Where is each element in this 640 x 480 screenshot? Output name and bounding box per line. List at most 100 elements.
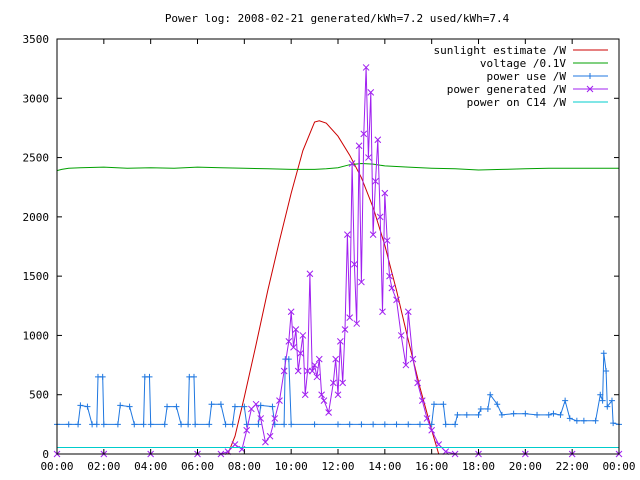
x-tick-label: 08:00 [228,460,261,473]
data-point [231,403,238,410]
data-point [262,438,269,446]
data-point [435,441,443,448]
data-point [308,367,316,375]
data-point [557,411,564,418]
data-point [393,296,400,304]
data-point [487,391,494,398]
data-point [358,421,365,428]
series-power-generated-w [53,64,623,458]
data-point [534,411,541,418]
data-point [334,391,342,399]
data-point [603,368,610,374]
data-point [269,403,276,410]
data-point [404,308,412,316]
data-point [355,142,363,150]
data-point [131,421,138,428]
data-point [339,379,347,387]
data-point [510,410,517,417]
data-point [206,421,213,428]
data-point [498,411,505,418]
legend-marker [587,73,593,79]
x-tick-label: 02:00 [87,460,120,473]
data-point [190,373,197,380]
data-point [353,320,361,327]
data-point [266,432,274,440]
data-point [114,421,121,428]
data-point [329,379,337,387]
data-point [376,213,384,221]
data-point [370,421,377,428]
data-point [358,278,365,286]
data-point [610,420,617,427]
data-point [257,402,264,409]
data-point [311,421,318,428]
data-point [126,403,133,410]
data-point [320,397,328,404]
data-point [365,154,372,161]
data-point [301,391,309,399]
data-point [463,411,470,418]
data-point [281,421,288,428]
data-point [562,397,569,404]
data-point [440,401,447,408]
series-power-use-w [54,350,622,428]
data-point [494,401,501,408]
data-point [243,426,251,434]
data-point [257,415,265,422]
x-tick-label: 16:00 [415,460,448,473]
data-point [173,403,180,410]
data-point [243,421,250,428]
data-point [522,410,529,417]
axis-layer: 00:00 02:00 04:00 06:00 08:00 10:00 12:00 14:00… [23,33,636,473]
data-point [280,367,288,375]
data-point [178,421,185,428]
data-point [600,350,607,357]
data-point [405,421,412,428]
y-tick-label: 0 [42,448,49,461]
x-tick-label: 10:00 [275,460,308,473]
data-point [428,426,436,434]
data-point [573,417,580,424]
data-point [164,403,171,410]
data-point [147,421,154,428]
series-sunlight-estimate-w [227,120,440,455]
data-point [294,367,302,375]
data-point [299,332,307,339]
data-point [566,415,573,422]
data-point [335,421,341,428]
data-point [255,421,262,428]
y-tick-label: 2000 [23,211,50,224]
data-point [348,160,356,167]
data-point [271,415,279,422]
data-point [580,417,587,424]
y-tick-label: 3500 [23,33,50,46]
data-point [416,421,423,428]
data-point [100,421,107,428]
data-point [313,373,321,381]
data-point [231,441,239,448]
data-point [599,397,606,404]
series-line [227,120,440,455]
x-tick-label: 06:00 [181,460,214,473]
x-tick-label: 12:00 [321,460,354,473]
data-point [75,421,82,428]
data-point [431,401,438,408]
data-point [285,356,292,363]
data-point [442,421,449,428]
data-point [597,391,604,398]
data-point [604,403,611,410]
data-point [374,136,382,144]
legend-label: power on C14 /W [467,96,567,109]
data-point [117,402,124,409]
data-point [484,405,491,412]
y-tick-label: 1000 [23,329,50,342]
legend-label: voltage /0.1V [480,57,566,70]
data-point [397,332,405,339]
data-point [297,349,304,357]
data-point [344,231,351,238]
data-point [423,415,431,422]
data-point [318,391,325,399]
data-point [381,189,389,197]
